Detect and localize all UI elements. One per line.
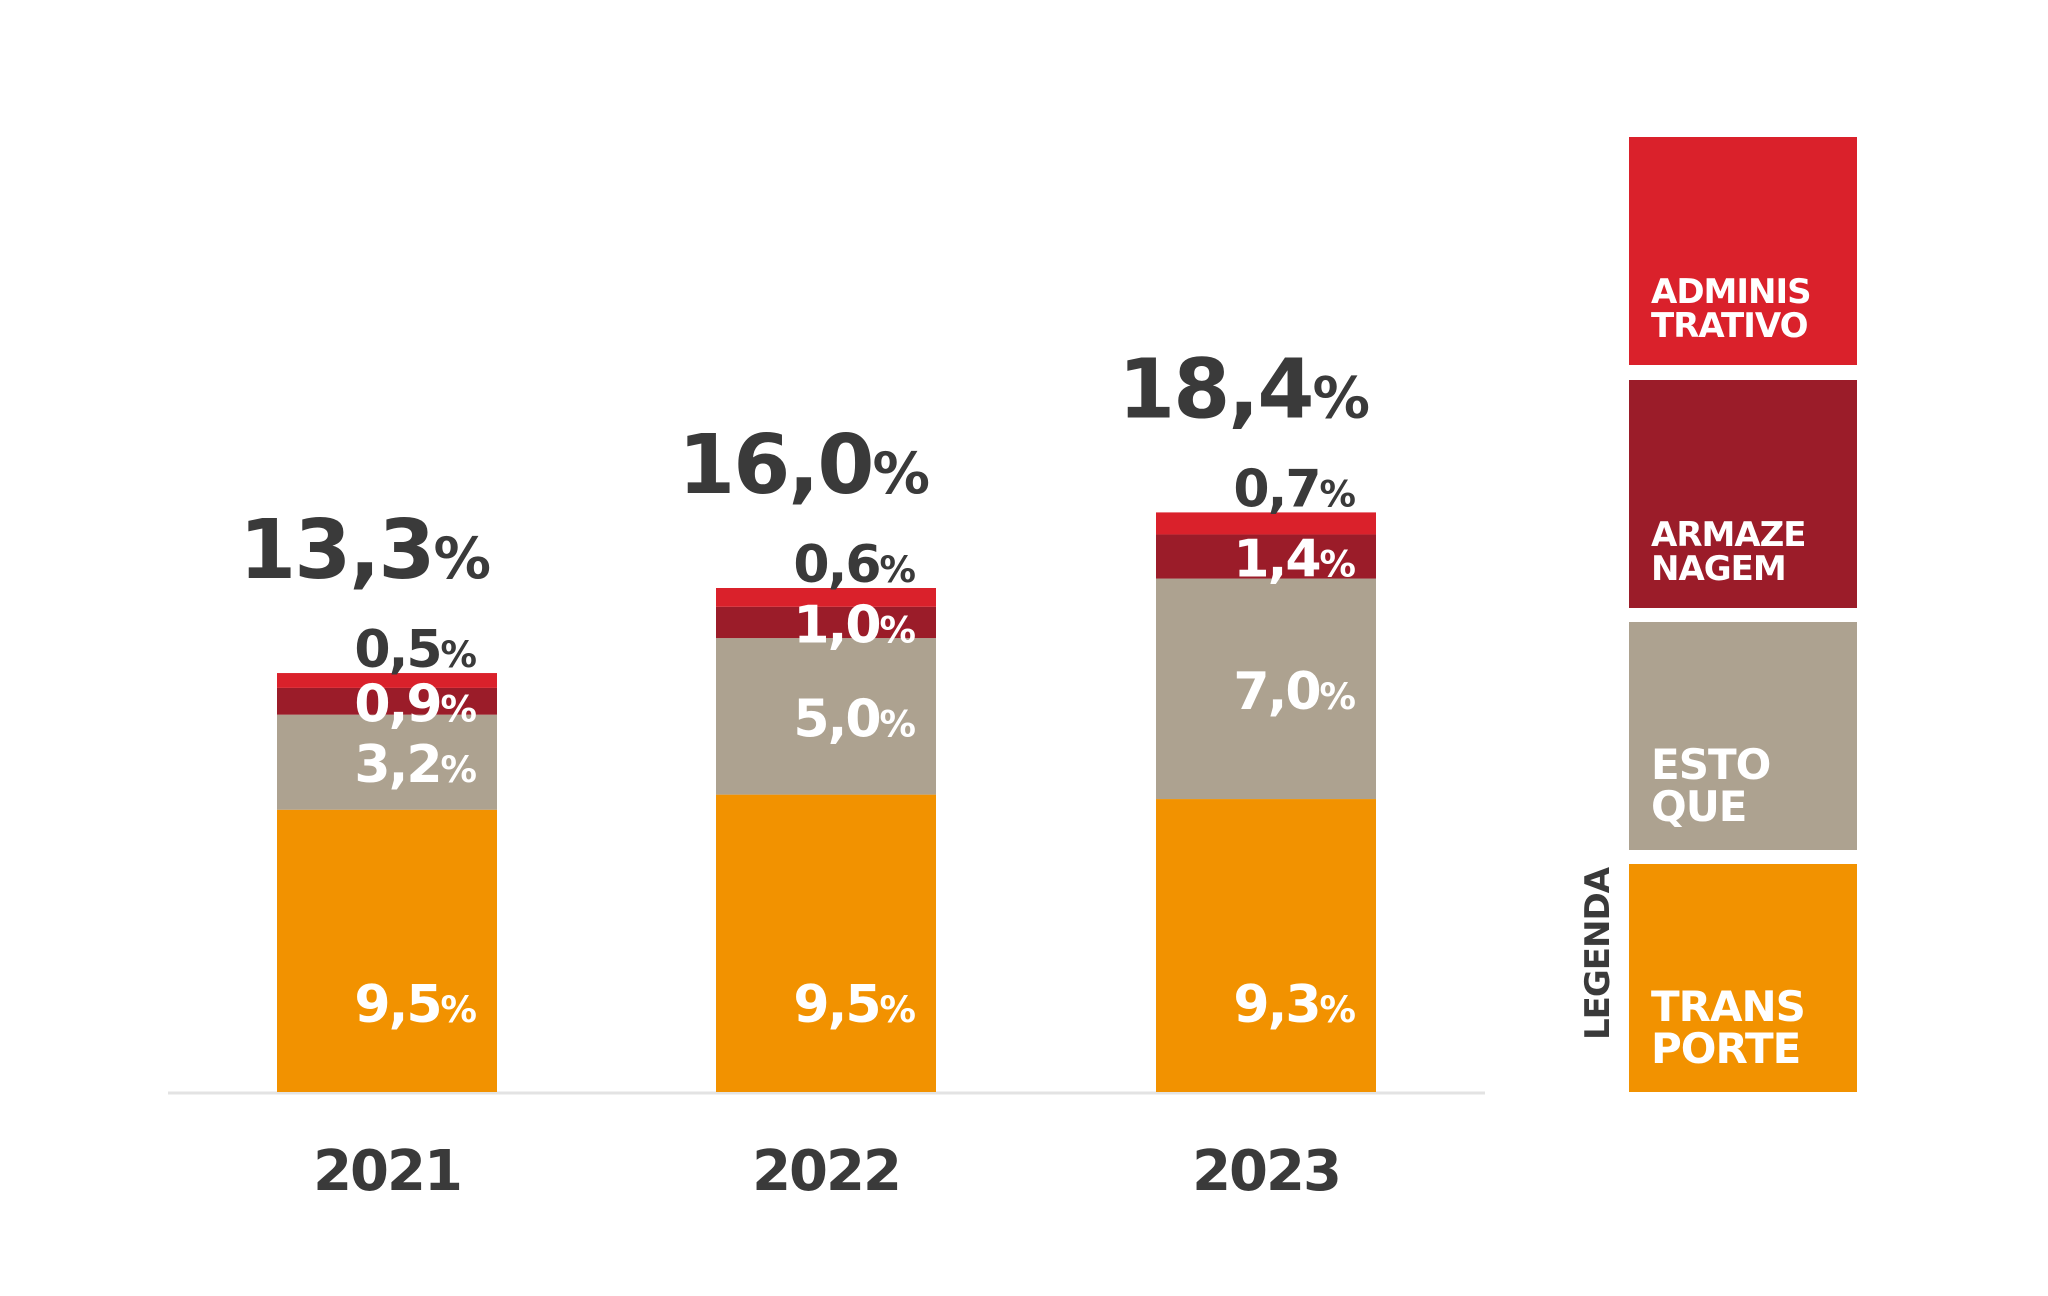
bar-segment-administrativo-2023 bbox=[1156, 512, 1376, 535]
data-label-estoque-2021: 3,2% bbox=[354, 735, 476, 795]
legend-title: LEGENDA bbox=[1578, 867, 1618, 1040]
bar-segment-armazenagem-2023 bbox=[1156, 534, 1376, 579]
bar-segment-armazenagem-2021 bbox=[277, 687, 497, 715]
data-label-transporte-2021: 9,5% bbox=[354, 975, 476, 1035]
data-label-estoque-2023: 7,0% bbox=[1233, 662, 1355, 722]
data-label-armazenagem-2023: 1,4% bbox=[1233, 530, 1355, 590]
x-tick-label-2022: 2022 bbox=[752, 1139, 900, 1204]
bar-segment-estoque-2023 bbox=[1156, 578, 1376, 800]
bar-segment-transporte-2022 bbox=[716, 794, 936, 1092]
legend-item-transporte: TRANS PORTE bbox=[1629, 864, 1857, 1092]
bar-segment-administrativo-2021 bbox=[277, 673, 497, 688]
legend-item-estoque: ESTO QUE bbox=[1629, 622, 1857, 850]
bar-segment-armazenagem-2022 bbox=[716, 606, 936, 639]
data-label-administrativo-2021: 0,5% bbox=[354, 620, 476, 680]
legend-label: ADMINIS TRATIVO bbox=[1651, 272, 1812, 346]
x-tick-label-2021: 2021 bbox=[313, 1139, 461, 1204]
total-label-2022: 16,0% bbox=[678, 418, 928, 513]
data-label-administrativo-2023: 0,7% bbox=[1233, 459, 1355, 519]
total-label-2023: 18,4% bbox=[1118, 342, 1368, 437]
legend-item-administrativo: ADMINIS TRATIVO bbox=[1629, 137, 1857, 365]
bar-segment-estoque-2021 bbox=[277, 714, 497, 810]
legend-label: ARMAZE NAGEM bbox=[1651, 515, 1807, 589]
data-label-armazenagem-2021: 0,9% bbox=[354, 674, 476, 734]
data-label-administrativo-2022: 0,6% bbox=[793, 535, 915, 595]
bar-segment-administrativo-2022 bbox=[716, 588, 936, 607]
legend-label: ESTO QUE bbox=[1651, 740, 1771, 831]
legend-item-armazenagem: ARMAZE NAGEM bbox=[1629, 380, 1857, 608]
data-label-transporte-2022: 9,5% bbox=[793, 975, 915, 1035]
x-tick-label-2023: 2023 bbox=[1192, 1139, 1340, 1204]
data-label-armazenagem-2022: 1,0% bbox=[793, 595, 915, 655]
bar-segment-transporte-2021 bbox=[277, 809, 497, 1092]
legend-label: TRANS PORTE bbox=[1651, 982, 1806, 1073]
data-label-transporte-2023: 9,3% bbox=[1233, 975, 1355, 1035]
bar-segment-estoque-2022 bbox=[716, 638, 936, 795]
data-label-estoque-2022: 5,0% bbox=[793, 689, 915, 749]
total-label-2021: 13,3% bbox=[239, 503, 489, 598]
bar-segment-transporte-2023 bbox=[1156, 799, 1376, 1092]
